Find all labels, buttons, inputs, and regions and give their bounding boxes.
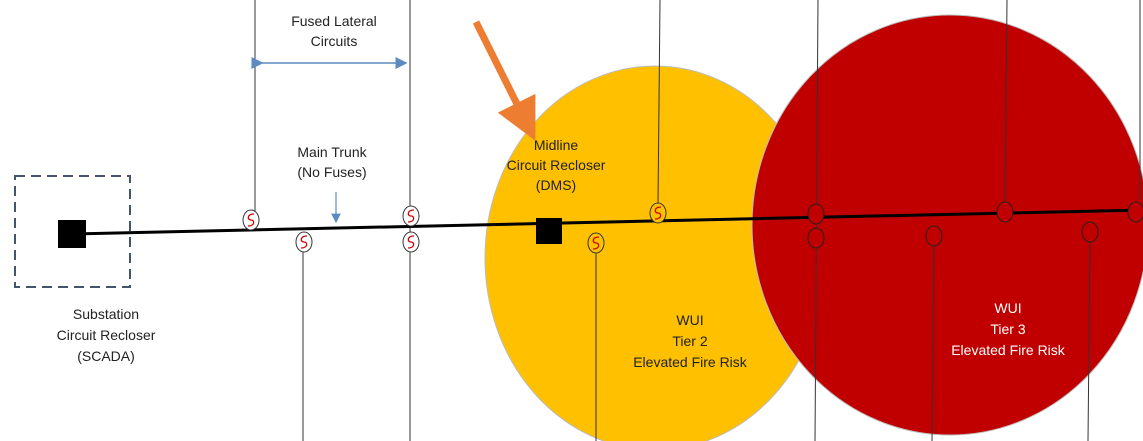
tier3-label: WUI Tier 3 Elevated Fire Risk [951,300,1066,358]
label-line: (No Fuses) [297,164,366,180]
midline-recloser [536,218,562,244]
label-line: WUI [676,312,703,328]
label-line: (SCADA) [77,348,135,364]
label-line: Fused Lateral [291,13,377,29]
label-line: (DMS) [536,177,576,193]
tier3-zone [751,14,1143,436]
label-line: Circuit Recloser [507,157,606,173]
substation-box [14,175,131,288]
label-line: WUI [994,300,1021,316]
label-line: Midline [534,137,579,153]
label-line: Tier 3 [990,321,1025,337]
tier2-label: WUI Tier 2 Elevated Fire Risk [633,312,748,370]
midline-label: Midline Circuit Recloser (DMS) [507,137,606,193]
midline-arrow [472,20,536,141]
label-line: Substation [73,306,139,322]
label-line: Elevated Fire Risk [633,354,748,370]
label-line: Main Trunk [297,144,367,160]
substation-recloser [58,220,86,248]
label-line: Elevated Fire Risk [951,342,1066,358]
label-line: Tier 2 [672,333,707,349]
label-line: Circuit Recloser [57,327,156,343]
label-line: Circuits [311,33,358,49]
main-trunk-label: Main Trunk (No Fuses) [297,144,367,180]
substation-label: Substation Circuit Recloser (SCADA) [57,306,156,364]
laterals [254,0,1141,441]
fused-lateral-label: Fused Lateral Circuits [291,13,377,49]
